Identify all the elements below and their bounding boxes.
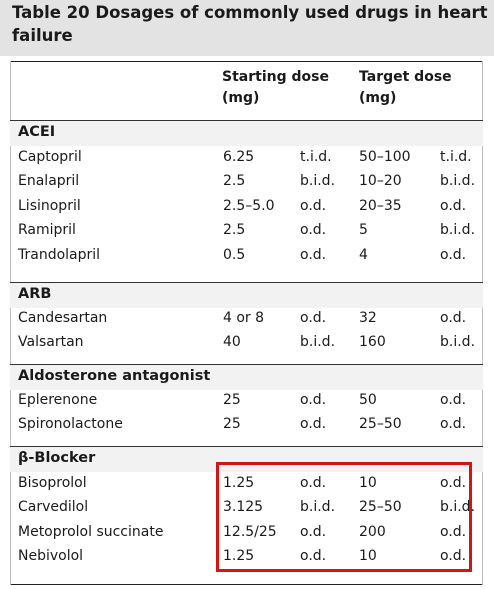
highlight-box — [216, 462, 472, 572]
section-header — [10, 447, 483, 472]
drug-name: Valsartan — [18, 334, 84, 351]
starting-dose: 3.125 — [223, 499, 264, 516]
drug-name: Carvedilol — [18, 499, 89, 516]
starting-dose-frequency: o.d. — [300, 197, 327, 214]
drug-name: Captopril — [18, 149, 82, 165]
drug-name: Ramipril — [18, 222, 76, 239]
drug-name: Nebivolol — [18, 548, 84, 565]
target-dose-frequency: o.d. — [440, 310, 467, 326]
target-dose-frequency: o.d. — [440, 416, 467, 433]
starting-dose-frequency: o.d. — [300, 310, 327, 326]
target-dose: 4 — [359, 246, 368, 263]
starting-dose: 6.25 — [223, 149, 255, 165]
target-dose-frequency: o.d. — [440, 475, 467, 491]
drug-name: Lisinopril — [18, 197, 81, 214]
starting-dose: 25 — [223, 416, 241, 433]
starting-dose-frequency: b.i.d. — [300, 173, 336, 190]
target-dose: 10 — [359, 475, 377, 491]
starting-dose-frequency: t.i.d. — [300, 149, 332, 165]
table-title-line-1: Table 20 Dosages of commonly used drugs … — [12, 3, 488, 22]
drug-name: Trandolapril — [18, 246, 101, 263]
starting-dose-frequency: o.d. — [300, 392, 327, 408]
target-dose-frequency: o.d. — [440, 197, 467, 214]
target-dose-frequency: o.d. — [440, 523, 467, 540]
table-frame — [10, 61, 483, 585]
table-right-edge — [482, 61, 483, 585]
starting-dose-frequency: b.i.d. — [300, 499, 336, 516]
title-bar — [0, 0, 494, 56]
section-label: β-Blocker — [18, 450, 96, 466]
header-target-dose-unit: (mg) — [359, 90, 397, 106]
starting-dose: 2.5 — [223, 222, 246, 239]
starting-dose-frequency: o.d. — [300, 548, 327, 565]
target-dose: 32 — [359, 310, 377, 326]
target-dose-frequency: t.i.d. — [440, 149, 472, 165]
target-dose-frequency: b.i.d. — [440, 499, 476, 516]
starting-dose-frequency: o.d. — [300, 222, 327, 239]
target-dose: 20–35 — [359, 197, 402, 214]
section-header — [10, 365, 483, 390]
target-dose: 160 — [359, 334, 386, 351]
section-divider — [10, 446, 483, 447]
starting-dose: 2.5 — [223, 173, 246, 190]
drug-name: Metoprolol succinate — [18, 523, 164, 540]
drug-name: Candesartan — [18, 310, 108, 326]
starting-dose: 1.25 — [223, 475, 255, 491]
target-dose: 10–20 — [359, 173, 402, 190]
section-divider — [10, 120, 483, 121]
target-dose: 200 — [359, 523, 386, 540]
target-dose: 5 — [359, 222, 368, 239]
target-dose-frequency: b.i.d. — [440, 334, 476, 351]
drug-name: Enalapril — [18, 173, 80, 190]
starting-dose: 40 — [223, 334, 241, 351]
target-dose-frequency: o.d. — [440, 548, 467, 565]
starting-dose-frequency: o.d. — [300, 523, 327, 540]
starting-dose: 2.5–5.0 — [223, 197, 275, 214]
starting-dose-frequency: b.i.d. — [300, 334, 336, 351]
section-header — [10, 283, 483, 308]
target-dose: 50 — [359, 392, 377, 408]
target-dose: 25–50 — [359, 416, 402, 433]
section-header — [10, 121, 483, 146]
section-label: ARB — [18, 286, 52, 302]
starting-dose-frequency: o.d. — [300, 475, 327, 491]
header-starting-dose: Starting dose — [222, 69, 329, 85]
section-divider — [10, 364, 483, 365]
starting-dose: 4 or 8 — [223, 310, 265, 326]
section-label: Aldosterone antagonist — [18, 368, 211, 384]
starting-dose: 25 — [223, 392, 241, 408]
header-target-dose: Target dose — [359, 69, 452, 85]
table-title-line-2: failure — [12, 26, 73, 45]
target-dose-frequency: b.i.d. — [440, 222, 476, 239]
drug-name: Spironolactone — [18, 416, 123, 433]
starting-dose: 12.5/25 — [223, 523, 277, 540]
table-left-edge — [10, 61, 11, 585]
target-dose-frequency: o.d. — [440, 246, 467, 263]
drug-name: Eplerenone — [18, 392, 98, 408]
starting-dose-frequency: o.d. — [300, 246, 327, 263]
target-dose-frequency: o.d. — [440, 392, 467, 408]
starting-dose-frequency: o.d. — [300, 416, 327, 433]
starting-dose: 0.5 — [223, 246, 246, 263]
target-dose: 25–50 — [359, 499, 402, 516]
target-dose-frequency: b.i.d. — [440, 173, 476, 190]
target-dose: 50–100 — [359, 149, 411, 165]
drug-name: Bisoprolol — [18, 475, 87, 491]
section-label: ACEI — [18, 124, 56, 140]
starting-dose: 1.25 — [223, 548, 255, 565]
header-starting-dose-unit: (mg) — [222, 90, 260, 106]
target-dose: 10 — [359, 548, 377, 565]
section-divider — [10, 282, 483, 283]
